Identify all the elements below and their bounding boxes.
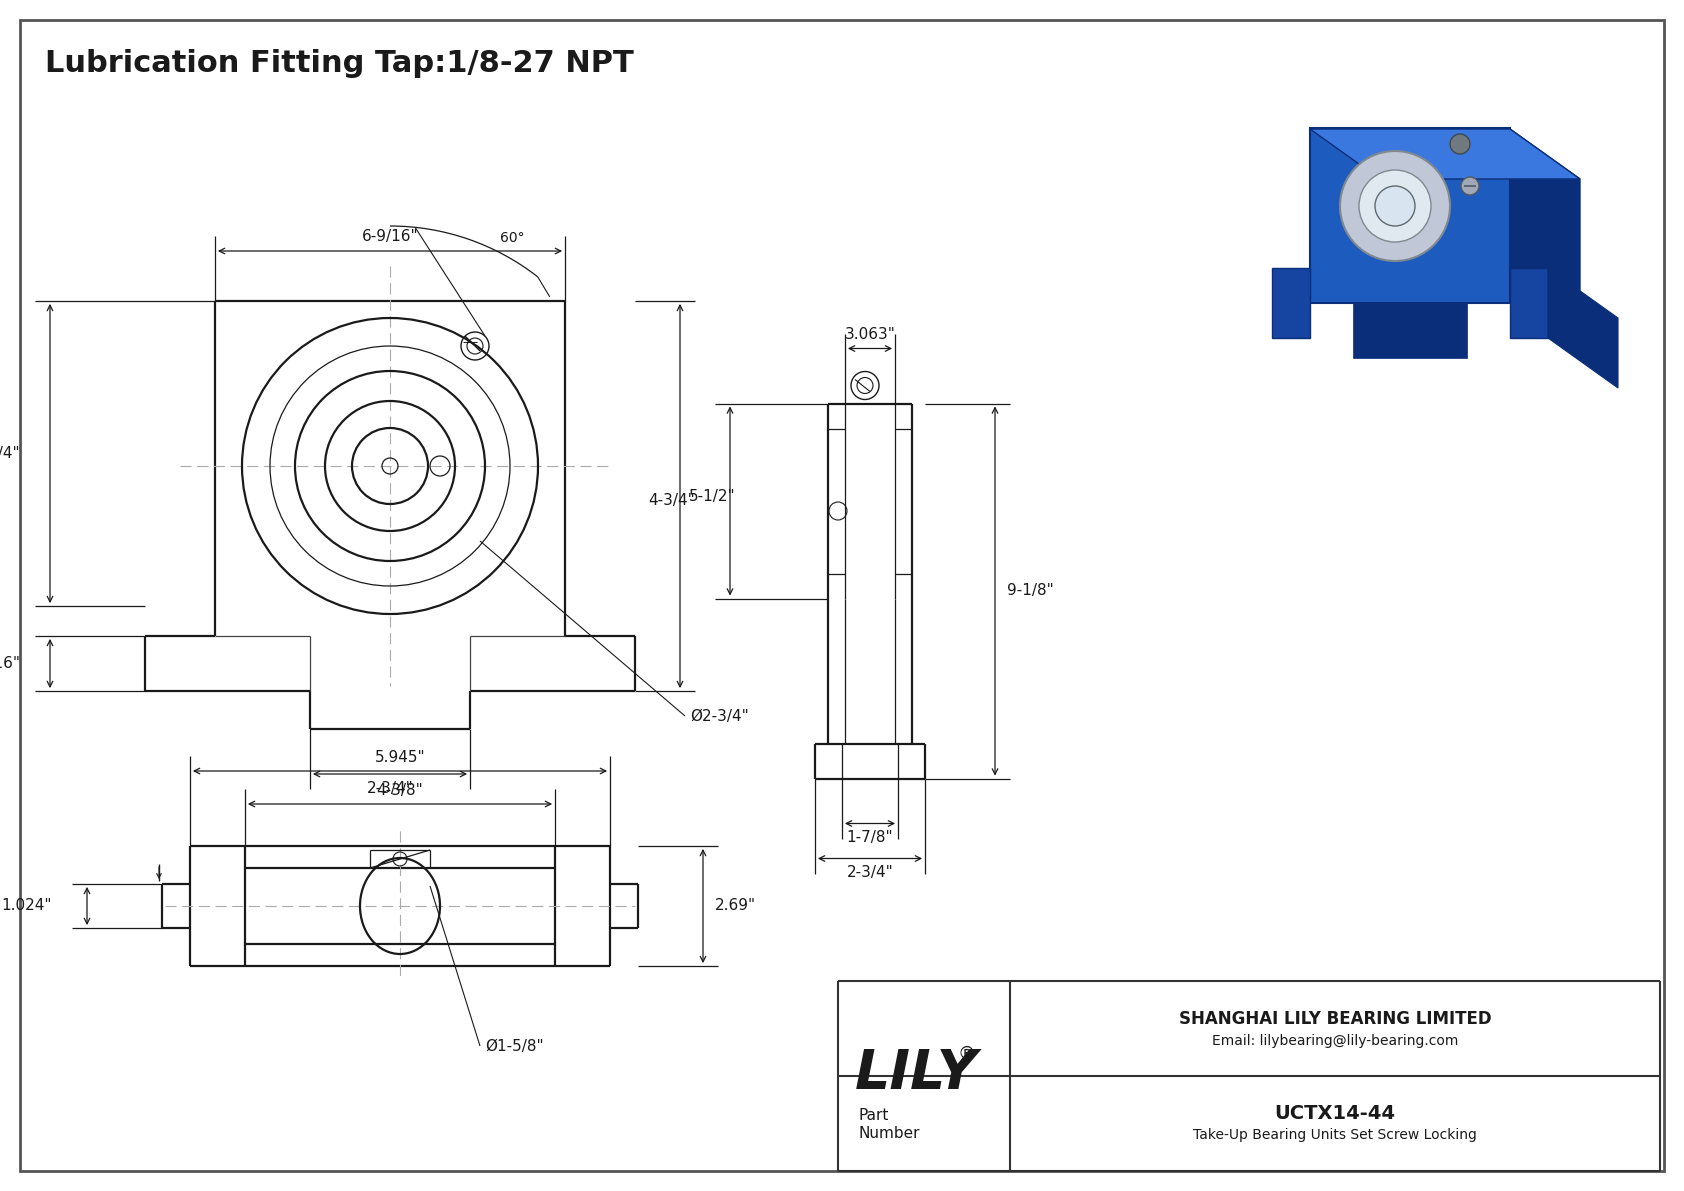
Polygon shape <box>1511 268 1548 338</box>
Text: Lubrication Fitting Tap:1/8-27 NPT: Lubrication Fitting Tap:1/8-27 NPT <box>45 49 633 77</box>
Text: 5-1/2": 5-1/2" <box>689 488 736 504</box>
Circle shape <box>1376 186 1415 226</box>
Text: 2-3/4": 2-3/4" <box>847 865 894 880</box>
Text: UCTX14-44: UCTX14-44 <box>1275 1104 1396 1123</box>
Circle shape <box>1450 135 1470 154</box>
Text: 9-1/8": 9-1/8" <box>1007 584 1054 599</box>
Text: 4-3/8": 4-3/8" <box>377 782 423 798</box>
Text: Take-Up Bearing Units Set Screw Locking: Take-Up Bearing Units Set Screw Locking <box>1192 1129 1477 1142</box>
Polygon shape <box>1271 268 1310 338</box>
Text: Ø1-5/8": Ø1-5/8" <box>485 1039 544 1054</box>
Text: ®: ® <box>957 1045 975 1064</box>
Text: 6-9/16": 6-9/16" <box>362 230 418 244</box>
Text: LILY: LILY <box>854 1047 977 1100</box>
Polygon shape <box>1310 129 1580 179</box>
Text: 1-1/4": 1-1/4" <box>0 445 20 461</box>
Text: Part: Part <box>859 1108 889 1123</box>
Text: 1.024": 1.024" <box>2 898 52 913</box>
Text: 3.063": 3.063" <box>845 328 896 342</box>
Text: 1-7/8": 1-7/8" <box>847 830 893 844</box>
Text: Email: lilybearing@lily-bearing.com: Email: lilybearing@lily-bearing.com <box>1212 1035 1458 1048</box>
Text: Number: Number <box>859 1125 919 1141</box>
Polygon shape <box>1548 268 1618 388</box>
Circle shape <box>1340 151 1450 261</box>
Text: 60°: 60° <box>500 231 524 245</box>
Text: Ø2-3/4": Ø2-3/4" <box>690 709 749 723</box>
Bar <box>1352 303 1467 358</box>
Text: 5.945": 5.945" <box>374 749 426 765</box>
Circle shape <box>1359 170 1431 242</box>
Circle shape <box>1462 177 1479 195</box>
Text: 2-3/4": 2-3/4" <box>367 780 413 796</box>
Bar <box>1310 127 1511 303</box>
Text: 13/16": 13/16" <box>0 656 20 671</box>
Polygon shape <box>1511 129 1580 353</box>
Text: 4-3/4": 4-3/4" <box>648 493 695 509</box>
Text: 2.69": 2.69" <box>714 898 756 913</box>
Text: SHANGHAI LILY BEARING LIMITED: SHANGHAI LILY BEARING LIMITED <box>1179 1010 1492 1028</box>
